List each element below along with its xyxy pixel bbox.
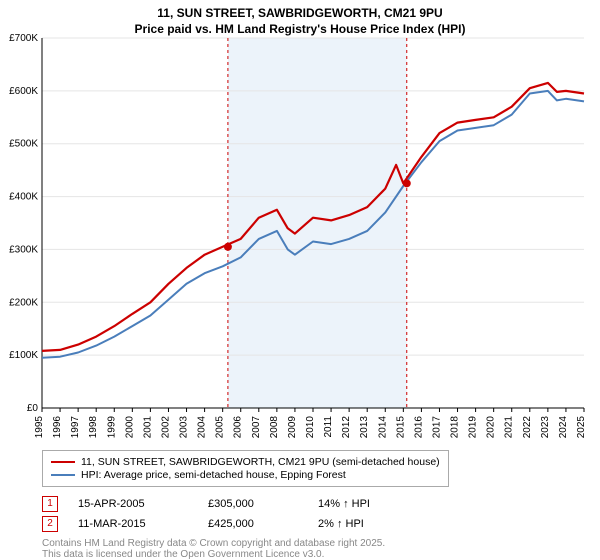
svg-text:2000: 2000 bbox=[124, 416, 135, 439]
svg-text:2009: 2009 bbox=[287, 416, 298, 439]
footer-line-1: Contains HM Land Registry data © Crown c… bbox=[42, 538, 385, 549]
svg-text:2011: 2011 bbox=[323, 416, 334, 438]
svg-text:1999: 1999 bbox=[106, 416, 117, 439]
svg-text:2017: 2017 bbox=[431, 416, 442, 439]
svg-text:£100K: £100K bbox=[9, 350, 38, 361]
svg-text:£0: £0 bbox=[27, 403, 39, 414]
svg-text:2002: 2002 bbox=[160, 416, 171, 439]
sale-price: £425,000 bbox=[208, 518, 318, 530]
svg-text:2006: 2006 bbox=[233, 416, 244, 439]
svg-text:2001: 2001 bbox=[142, 416, 153, 439]
svg-text:2015: 2015 bbox=[395, 416, 406, 439]
svg-text:2023: 2023 bbox=[540, 416, 551, 439]
sale-date: 15-APR-2005 bbox=[78, 498, 208, 510]
legend-row: 11, SUN STREET, SAWBRIDGEWORTH, CM21 9PU… bbox=[51, 456, 440, 468]
legend: 11, SUN STREET, SAWBRIDGEWORTH, CM21 9PU… bbox=[42, 450, 449, 487]
legend-row: HPI: Average price, semi-detached house,… bbox=[51, 469, 440, 481]
footer-line-2: This data is licensed under the Open Gov… bbox=[42, 549, 385, 560]
svg-text:2013: 2013 bbox=[359, 416, 370, 439]
sales-table: 1 15-APR-2005£305,00014% ↑ HPI 2 11-MAR-201… bbox=[42, 492, 408, 536]
svg-text:£200K: £200K bbox=[9, 297, 38, 308]
svg-text:1995: 1995 bbox=[34, 416, 45, 439]
legend-swatch bbox=[51, 474, 75, 476]
svg-text:2021: 2021 bbox=[504, 416, 515, 439]
svg-text:2003: 2003 bbox=[179, 416, 190, 439]
legend-swatch bbox=[51, 461, 75, 463]
svg-text:2004: 2004 bbox=[197, 416, 208, 439]
footer: Contains HM Land Registry data © Crown c… bbox=[42, 538, 385, 560]
svg-text:2016: 2016 bbox=[413, 416, 424, 439]
svg-text:£500K: £500K bbox=[9, 139, 38, 150]
sale-date: 11-MAR-2015 bbox=[78, 518, 208, 530]
svg-text:£400K: £400K bbox=[9, 192, 38, 203]
legend-label: HPI: Average price, semi-detached house,… bbox=[81, 469, 346, 481]
sale-marker: 2 bbox=[42, 516, 58, 532]
svg-text:2012: 2012 bbox=[341, 416, 352, 439]
chart-container: 11, SUN STREET, SAWBRIDGEWORTH, CM21 9PU… bbox=[0, 0, 600, 560]
svg-text:2025: 2025 bbox=[576, 416, 587, 439]
sale-row: 2 11-MAR-2015£425,0002% ↑ HPI bbox=[42, 516, 408, 532]
svg-text:2020: 2020 bbox=[486, 416, 497, 439]
svg-text:2010: 2010 bbox=[305, 416, 316, 439]
svg-text:1996: 1996 bbox=[52, 416, 63, 439]
legend-label: 11, SUN STREET, SAWBRIDGEWORTH, CM21 9PU… bbox=[81, 456, 440, 468]
sale-row: 1 15-APR-2005£305,00014% ↑ HPI bbox=[42, 496, 408, 512]
svg-text:2022: 2022 bbox=[522, 416, 533, 439]
svg-text:2005: 2005 bbox=[215, 416, 226, 439]
svg-text:2007: 2007 bbox=[251, 416, 262, 439]
svg-text:2018: 2018 bbox=[450, 416, 461, 439]
svg-text:£300K: £300K bbox=[9, 244, 38, 255]
svg-text:1997: 1997 bbox=[70, 416, 81, 439]
svg-text:2024: 2024 bbox=[558, 416, 569, 439]
svg-text:1998: 1998 bbox=[88, 416, 99, 439]
svg-text:2019: 2019 bbox=[468, 416, 479, 439]
sale-diff: 14% ↑ HPI bbox=[318, 498, 408, 510]
svg-text:£700K: £700K bbox=[9, 33, 38, 44]
svg-text:£600K: £600K bbox=[9, 86, 38, 97]
sale-marker: 1 bbox=[42, 496, 58, 512]
svg-text:2008: 2008 bbox=[269, 416, 280, 439]
sale-diff: 2% ↑ HPI bbox=[318, 518, 408, 530]
svg-text:2014: 2014 bbox=[377, 416, 388, 439]
chart-svg: £0 £100K £200K £300K £400K £500K £600K £700K 199… bbox=[0, 0, 600, 448]
sale-price: £305,000 bbox=[208, 498, 318, 510]
